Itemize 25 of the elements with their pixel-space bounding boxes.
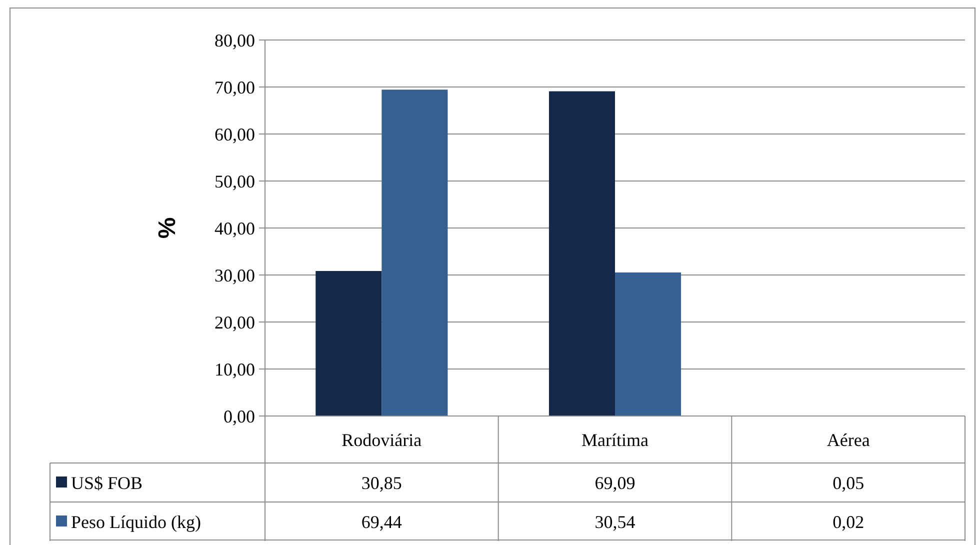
bar — [382, 90, 448, 416]
data-label: 0,02 — [832, 512, 864, 532]
legend-label: Peso Líquido (kg) — [71, 512, 201, 532]
data-label: 69,44 — [361, 512, 402, 532]
y-tick-label: 80,00 — [214, 30, 255, 50]
legend-label: US$ FOB — [71, 472, 143, 493]
y-tick-label: 30,00 — [214, 265, 255, 286]
y-tick-label: 10,00 — [214, 359, 255, 380]
bar — [548, 91, 615, 416]
x-tick-label: Rodoviária — [342, 430, 422, 450]
y-tick-label: 70,00 — [214, 77, 255, 98]
data-label: 30,85 — [361, 472, 402, 493]
data-label: 69,09 — [594, 472, 636, 493]
y-tick-label: 0,00 — [224, 406, 255, 426]
bar — [316, 271, 382, 416]
x-tick-label: Aérea — [826, 430, 870, 450]
x-tick-label: Marítima — [582, 430, 648, 450]
y-tick-label: 40,00 — [214, 218, 255, 238]
bar — [615, 272, 682, 416]
y-tick-label: 60,00 — [214, 124, 255, 144]
y-tick-label: 20,00 — [214, 312, 255, 332]
y-tick-label: 50,00 — [214, 171, 255, 192]
data-label: 30,54 — [594, 512, 636, 532]
data-label: 0,05 — [832, 472, 864, 493]
y-axis-title: % — [154, 217, 181, 239]
